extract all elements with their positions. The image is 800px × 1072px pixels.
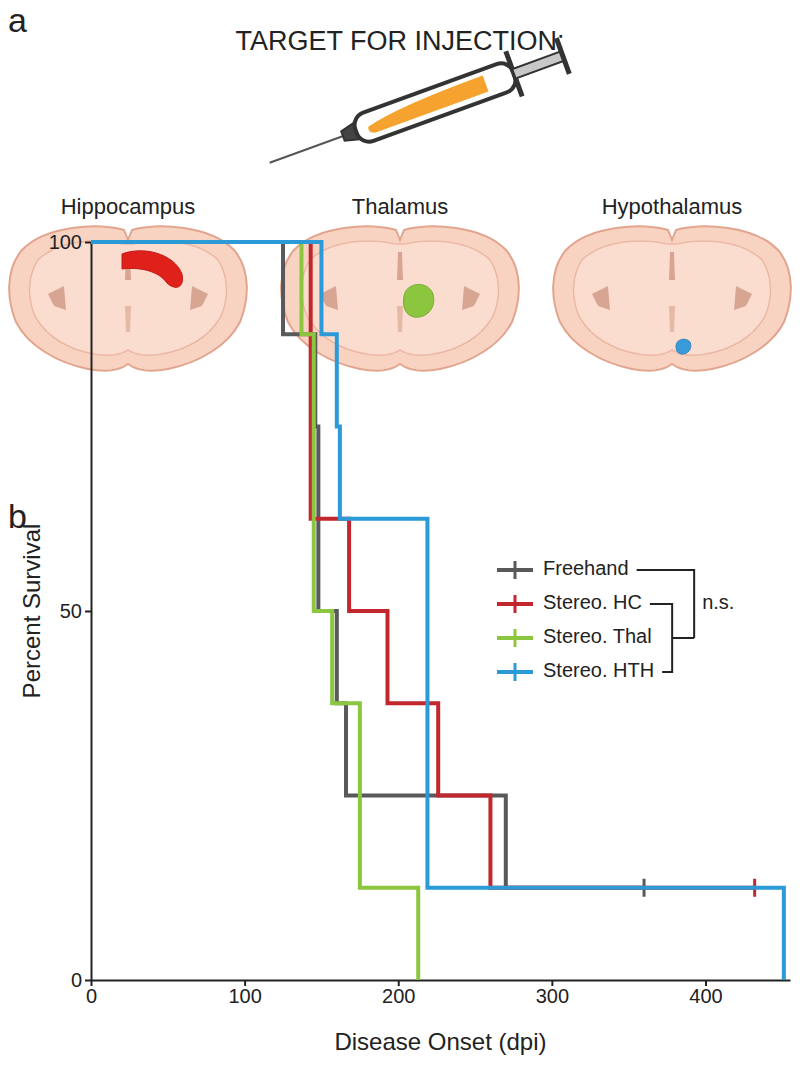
x-tick-label: 100 bbox=[228, 985, 261, 1007]
y-tick-label: 100 bbox=[49, 231, 82, 253]
y-tick: 0 bbox=[71, 969, 91, 991]
y-tick-label: 50 bbox=[60, 600, 82, 622]
ventricle bbox=[48, 286, 66, 310]
brain-inner bbox=[302, 241, 499, 355]
y-axis: 0 50 100 bbox=[49, 231, 92, 991]
y-tick: 100 bbox=[49, 231, 91, 253]
legend-label: Stereo. Thal bbox=[543, 625, 652, 647]
target-label: Thalamus bbox=[352, 194, 449, 219]
brain-outline bbox=[553, 227, 791, 371]
y-axis-title: Percent Survival bbox=[18, 524, 45, 699]
target-label: Hypothalamus bbox=[602, 194, 743, 219]
target-region bbox=[122, 251, 183, 288]
panel-title: TARGET FOR INJECTION: bbox=[235, 26, 564, 56]
needle bbox=[270, 132, 355, 163]
x-tick-label: 400 bbox=[689, 985, 722, 1007]
ventricle bbox=[734, 286, 752, 310]
ventricle bbox=[592, 286, 610, 310]
figure: a TARGET FOR INJECTION: Hippocampus Thalamu… bbox=[0, 0, 800, 1072]
legend-swatch-tick bbox=[514, 663, 517, 681]
legend-swatch-tick bbox=[514, 595, 517, 613]
x-tick: 400 bbox=[689, 980, 722, 1007]
panel-label: a bbox=[8, 1, 27, 39]
x-tick: 0 bbox=[86, 980, 97, 1007]
syringe-fluid bbox=[364, 76, 488, 135]
syringe bbox=[261, 33, 571, 185]
ventricle bbox=[462, 286, 480, 310]
survival-line bbox=[91, 242, 644, 888]
x-tick-label: 200 bbox=[382, 985, 415, 1007]
x-axis-title: Disease Onset (dpi) bbox=[334, 1028, 546, 1055]
x-tick-label: 300 bbox=[536, 985, 569, 1007]
ventricle bbox=[669, 252, 675, 280]
x-tick-label: 0 bbox=[86, 985, 97, 1007]
annotation: n.s. bbox=[702, 591, 734, 613]
x-axis: 0 100 200 300 400 bbox=[86, 980, 791, 1007]
y-tick: 50 bbox=[60, 600, 91, 622]
legend-swatch-tick bbox=[514, 561, 517, 579]
brain-slice bbox=[9, 227, 247, 371]
survival-line bbox=[91, 242, 418, 980]
y-tick-mark bbox=[85, 980, 91, 982]
brain-inner bbox=[574, 241, 771, 355]
ventricle bbox=[397, 252, 403, 280]
survival-line bbox=[91, 242, 755, 888]
target-label: Hippocampus bbox=[61, 194, 196, 219]
target-region bbox=[403, 284, 433, 317]
brain-slice bbox=[553, 227, 791, 371]
legend: Freehand Stereo. HC Stereo. Thal Stereo. HT… bbox=[497, 557, 734, 681]
target-region bbox=[676, 339, 691, 354]
ventricle bbox=[190, 286, 208, 310]
brain-outline bbox=[9, 227, 247, 371]
y-tick-mark bbox=[85, 242, 91, 244]
ventricle bbox=[397, 306, 403, 332]
legend-label: Stereo. HTH bbox=[543, 659, 654, 681]
syringe-barrel bbox=[351, 60, 519, 146]
x-tick: 200 bbox=[382, 980, 415, 1007]
survival-line bbox=[91, 242, 784, 980]
x-tick: 300 bbox=[536, 980, 569, 1007]
x-tick: 100 bbox=[228, 980, 261, 1007]
y-tick-label: 0 bbox=[71, 969, 82, 991]
legend-label: Stereo. HC bbox=[543, 591, 642, 613]
syringe-plunger-end bbox=[556, 38, 569, 74]
significance-bracket bbox=[637, 570, 695, 672]
y-tick-mark bbox=[85, 611, 91, 613]
x-axis-line bbox=[92, 980, 791, 982]
brain-inner bbox=[30, 241, 227, 355]
legend-swatch-tick bbox=[514, 629, 517, 647]
plot-area bbox=[91, 242, 784, 980]
syringe-plunger bbox=[512, 51, 564, 78]
ventricle bbox=[669, 306, 675, 332]
ventricle bbox=[125, 306, 131, 332]
legend-label: Freehand bbox=[543, 557, 629, 579]
